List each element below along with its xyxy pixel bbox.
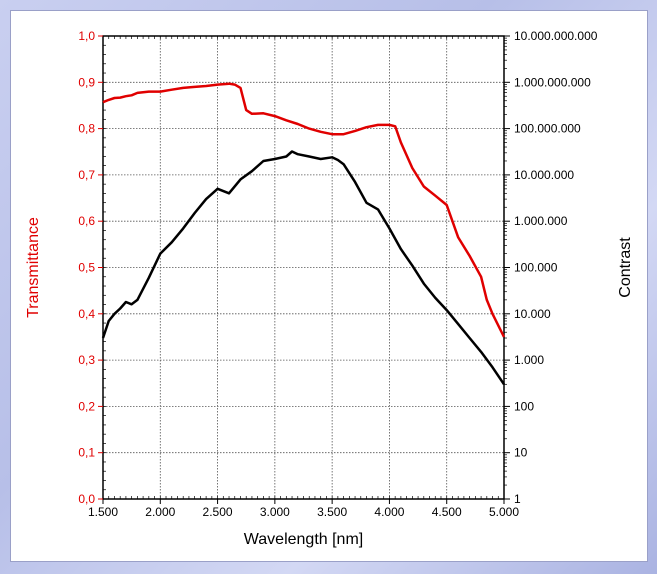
left-tick-label: 0,5 xyxy=(78,261,95,275)
x-axis-title: Wavelength [nm] xyxy=(244,531,363,548)
left-tick-label: 0,2 xyxy=(78,399,95,413)
left-tick-label: 0,0 xyxy=(78,492,95,506)
right-axis-ticks: 1 10 100 1.000 10.000 100.000 1.000.000 10.000.… xyxy=(504,29,598,506)
transmittance-line xyxy=(102,82,506,338)
right-tick-label: 1.000.000 xyxy=(514,214,568,228)
right-tick-label: 100 xyxy=(514,399,534,413)
chart-panel xyxy=(10,10,648,562)
right-tick-label: 10.000.000 xyxy=(514,168,574,182)
right-axis-title: Contrast xyxy=(617,237,634,298)
x-tick-label: 3.500 xyxy=(317,505,347,519)
series-lines xyxy=(101,82,506,386)
contrast-line xyxy=(101,150,506,386)
x-tick-label: 1.500 xyxy=(88,505,118,519)
right-tick-label: 1.000 xyxy=(514,353,544,367)
left-axis-title: Transmittance xyxy=(25,217,42,318)
x-tick-label: 3.000 xyxy=(260,505,290,519)
x-tick-label: 2.500 xyxy=(203,505,233,519)
grid xyxy=(103,36,504,499)
right-tick-label: 10 xyxy=(514,446,528,460)
left-tick-label: 0,6 xyxy=(78,214,95,228)
x-tick-label: 5.000 xyxy=(489,505,519,519)
left-tick-label: 0,9 xyxy=(78,75,95,89)
left-tick-label: 0,4 xyxy=(78,307,95,321)
left-axis-ticks: 0,0 0,1 0,2 0,3 0,4 0,5 0,6 0,7 0,8 0,9 1,0 xyxy=(78,29,103,506)
right-tick-label: 1.000.000.000 xyxy=(514,75,591,89)
left-tick-label: 1,0 xyxy=(78,29,95,43)
left-tick-label: 0,8 xyxy=(78,122,95,136)
x-tick-label: 4.000 xyxy=(374,505,404,519)
right-tick-label: 100.000.000 xyxy=(514,122,581,136)
left-tick-label: 0,3 xyxy=(78,353,95,367)
left-tick-label: 0,7 xyxy=(78,168,95,182)
x-axis-ticks: 1.500 2.000 2.500 3.000 3.500 4.000 4.500 5.000 xyxy=(88,499,519,519)
right-tick-label: 100.000 xyxy=(514,261,558,275)
right-tick-label: 10.000 xyxy=(514,307,551,321)
x-tick-label: 2.000 xyxy=(145,505,175,519)
right-tick-label: 1 xyxy=(514,492,521,506)
left-tick-label: 0,1 xyxy=(78,446,95,460)
right-tick-label: 10.000.000.000 xyxy=(514,29,598,43)
x-tick-label: 4.500 xyxy=(432,505,462,519)
